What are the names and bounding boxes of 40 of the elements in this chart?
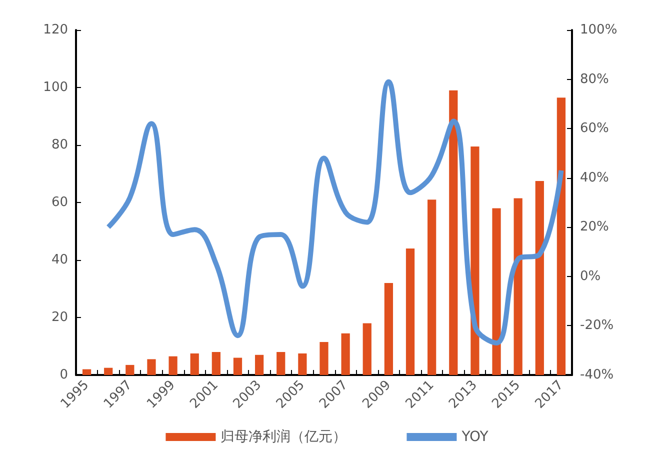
bar <box>406 248 415 375</box>
y-tick-label: 60 <box>51 195 68 210</box>
y-tick-label: 0 <box>60 368 68 382</box>
y2-tick-label: 40% <box>580 170 609 186</box>
bar <box>168 356 178 375</box>
bar <box>104 368 113 375</box>
bar <box>428 200 436 375</box>
legend-label: 归母净利润（亿元） <box>220 429 347 445</box>
y2-tick-label: 0% <box>580 268 601 284</box>
y2-tick-label: 100% <box>580 22 618 38</box>
bar <box>514 198 522 375</box>
bar <box>82 369 92 375</box>
bar <box>298 353 307 375</box>
y-tick-label: 40 <box>51 252 68 268</box>
bar <box>470 146 480 375</box>
bar <box>492 208 501 375</box>
y2-tick-label: -20% <box>580 318 614 334</box>
y2-tick-label: 20% <box>580 220 609 235</box>
y-tick-label: 20 <box>51 310 68 325</box>
y2-tick-label: -40% <box>580 368 614 382</box>
legend-label: YOY <box>460 429 489 445</box>
y-tick-label: 120 <box>43 22 68 38</box>
bar <box>320 342 328 375</box>
bar <box>556 98 566 375</box>
bar <box>384 283 394 375</box>
bar <box>126 364 134 375</box>
bar <box>254 354 264 375</box>
bar <box>233 358 242 375</box>
y-tick-label: 100 <box>43 80 68 95</box>
bar <box>535 180 544 375</box>
y2-tick-label: 80% <box>580 72 609 87</box>
bar <box>449 90 458 375</box>
bar <box>190 353 199 375</box>
bar <box>147 359 156 375</box>
bar <box>362 323 372 375</box>
bar <box>212 352 220 375</box>
bar <box>341 333 350 375</box>
bar <box>276 352 286 375</box>
y2-tick-label: 60% <box>580 121 609 136</box>
y-tick-label: 80 <box>51 138 68 152</box>
